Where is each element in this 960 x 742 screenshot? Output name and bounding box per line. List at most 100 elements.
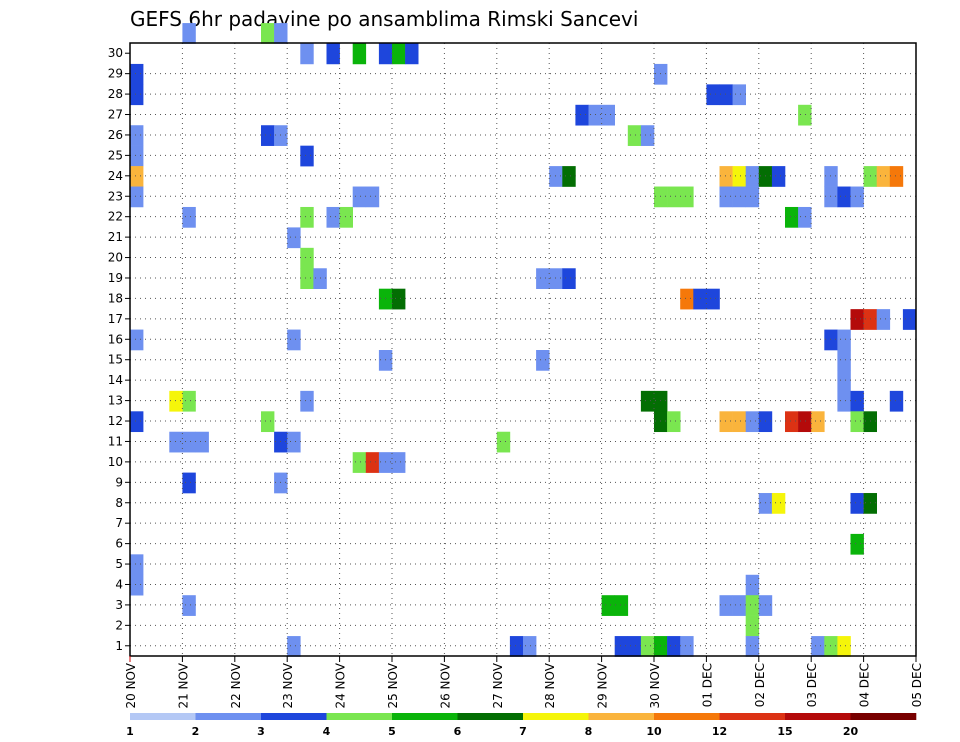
precip-cell (706, 288, 720, 310)
y-tick-label: 10 (108, 455, 123, 469)
precip-cell (654, 390, 668, 412)
y-tick-label: 5 (115, 557, 123, 571)
x-tick-label: 26 NOV (438, 662, 452, 708)
precip-cell (745, 574, 760, 596)
y-tick-label: 20 (108, 251, 123, 265)
y-tick-label: 25 (108, 148, 123, 162)
precip-cell (392, 288, 406, 310)
precip-cell (640, 390, 655, 412)
y-tick-label: 24 (108, 169, 123, 183)
precip-cell (667, 186, 681, 208)
colorbar-level-label: 3 (257, 725, 265, 738)
precip-cell (601, 104, 615, 126)
y-tick-label: 7 (115, 516, 123, 530)
precip-cell (785, 206, 799, 228)
precip-cell (824, 329, 838, 351)
precip-cell (798, 104, 812, 126)
y-tick-label: 6 (115, 537, 123, 551)
x-tick-label: 25 NOV (386, 662, 400, 708)
precip-cell (719, 166, 733, 187)
precip-cell (876, 166, 891, 187)
colorbar-swatch (457, 713, 524, 720)
colorbar-swatch (326, 713, 393, 720)
y-tick-label: 23 (108, 189, 123, 203)
precip-cell (365, 186, 380, 208)
precip-cell (300, 43, 314, 65)
precip-cell (182, 595, 196, 616)
precip-cell (680, 186, 694, 208)
x-tick-label: 27 NOV (491, 662, 505, 708)
y-tick-label: 4 (115, 577, 123, 591)
y-tick-label: 19 (108, 271, 123, 285)
x-tick-label: 05 DEC (910, 663, 924, 707)
precip-cell (523, 636, 537, 657)
precip-cell (837, 350, 851, 371)
precip-cell (588, 104, 602, 126)
precip-cell (130, 411, 144, 433)
y-tick-label: 18 (108, 291, 123, 305)
precip-cell (313, 268, 327, 289)
precip-cell (575, 104, 589, 126)
precip-cell (130, 84, 144, 106)
grid-lines (130, 43, 916, 656)
colorbar-level-label: 5 (388, 725, 396, 738)
y-tick-label: 16 (108, 332, 123, 346)
y-tick-label: 2 (115, 618, 123, 632)
colorbar-level-label: 1 (126, 725, 134, 738)
colorbar-swatch (130, 713, 196, 720)
precip-cell (509, 636, 524, 657)
precip-cell (169, 390, 183, 412)
colorbar-level-label: 7 (519, 725, 527, 738)
precip-cell (627, 636, 642, 657)
colorbar-swatch (523, 713, 589, 720)
precip-cell (182, 206, 196, 228)
precip-cell (405, 43, 419, 65)
precip-cell (824, 166, 838, 187)
precip-cell (274, 23, 288, 44)
precip-cell (130, 186, 144, 208)
precip-cell (850, 309, 864, 330)
precip-cell (274, 431, 288, 453)
colorbar-swatch (392, 713, 458, 720)
precip-cell (130, 125, 144, 146)
precip-cell (798, 411, 812, 433)
precip-cell (640, 125, 655, 146)
precip-cell (274, 472, 288, 494)
precip-cell (811, 636, 825, 657)
precip-cell (719, 84, 733, 106)
precip-cell (863, 309, 877, 330)
precip-cell (182, 390, 196, 412)
precip-cell (287, 636, 301, 657)
precip-cell (549, 166, 563, 187)
precip-cell (719, 186, 733, 208)
precip-cell (496, 431, 511, 453)
precip-cell (195, 431, 209, 453)
precip-cell (876, 309, 891, 330)
precip-cell (339, 206, 353, 228)
y-tick-label: 12 (108, 414, 123, 428)
y-tick-label: 1 (115, 639, 123, 653)
precip-cell (837, 186, 851, 208)
precip-cell (693, 288, 707, 310)
precip-cell (261, 125, 275, 146)
x-tick-label: 03 DEC (805, 663, 819, 707)
y-tick-label: 8 (115, 496, 123, 510)
x-tick-label: 22 NOV (229, 662, 243, 708)
precip-cell (889, 390, 904, 412)
y-tick-label: 17 (108, 312, 123, 326)
colorbar-swatch (850, 713, 917, 720)
precip-cell (365, 452, 380, 473)
colorbar-level-label: 12 (712, 725, 727, 738)
precip-cell (719, 411, 733, 433)
colorbar-level-label: 6 (454, 725, 462, 738)
precip-cell (627, 125, 642, 146)
precip-cell (837, 636, 851, 657)
precip-cell (771, 166, 786, 187)
precip-cell (850, 493, 864, 514)
precip-cell (719, 595, 733, 616)
y-tick-label: 9 (115, 475, 123, 489)
precipitation-cells (130, 23, 917, 657)
precip-cell (392, 452, 406, 473)
colorbar-level-label: 8 (585, 725, 593, 738)
precip-cell (536, 268, 550, 289)
